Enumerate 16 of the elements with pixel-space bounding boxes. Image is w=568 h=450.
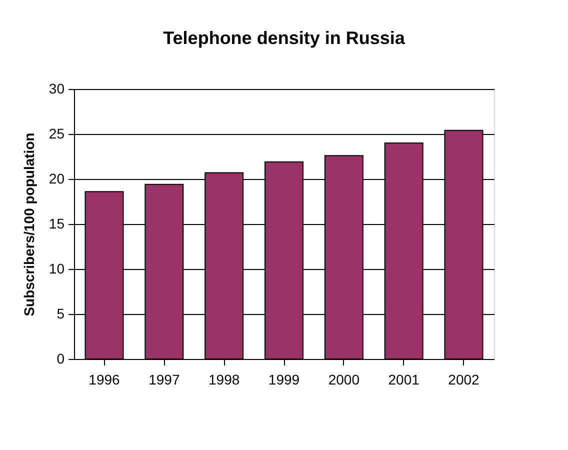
x-tick-label: 1996 bbox=[88, 372, 120, 388]
y-tick-label: 0 bbox=[56, 350, 65, 366]
y-tick-label: 30 bbox=[48, 80, 65, 96]
y-tick-label: 25 bbox=[48, 126, 65, 142]
x-tick-label: 2002 bbox=[448, 372, 480, 388]
x-tick-label: 1998 bbox=[208, 372, 240, 388]
y-axis-title: Subscribers/100 population bbox=[20, 132, 37, 316]
x-tick-label: 1999 bbox=[268, 372, 300, 388]
y-tick-label: 15 bbox=[48, 216, 65, 232]
chart-title: Telephone density in Russia bbox=[163, 28, 406, 48]
y-tick-label: 10 bbox=[48, 260, 65, 276]
x-tick-label: 2001 bbox=[388, 372, 420, 388]
x-tick-label: 1997 bbox=[148, 372, 180, 388]
y-tick-label: 20 bbox=[48, 170, 65, 186]
y-tick-label: 5 bbox=[56, 306, 65, 322]
x-tick-label: 2000 bbox=[328, 372, 360, 388]
